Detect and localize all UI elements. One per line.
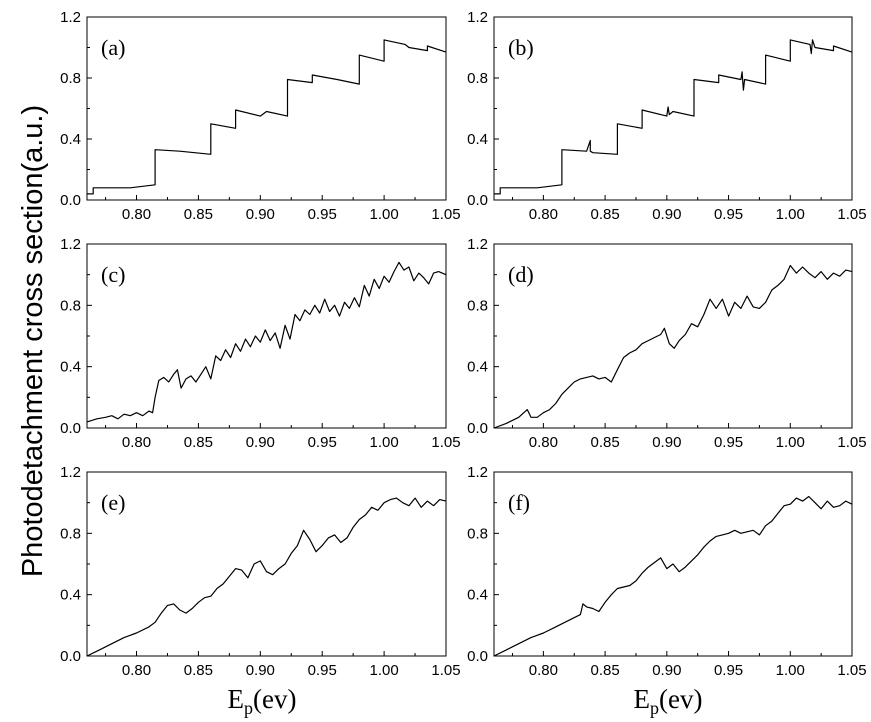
series-line xyxy=(493,495,853,657)
x-tick-label: 0.90 xyxy=(652,662,681,679)
x-tick-label: 0.80 xyxy=(529,662,558,679)
y-tick-label: 0.0 xyxy=(60,420,81,437)
x-tick-label: 1.05 xyxy=(837,662,866,679)
panel-e: 0.80 0.85 0.90 0.95 1.00 1.05 0.0 0.4 0.8 1.2 (e) xyxy=(60,464,460,679)
x-tick-label: 0.85 xyxy=(184,206,213,223)
x-tick-label: 1.00 xyxy=(370,662,399,679)
series-line xyxy=(87,39,447,195)
y-tick-label: 0.0 xyxy=(60,192,81,209)
y-tick-label: 0.8 xyxy=(60,525,81,542)
panel-label: (c) xyxy=(101,262,125,287)
y-tick-label: 1.2 xyxy=(60,464,81,481)
x-tick-label: 1.05 xyxy=(837,434,866,451)
y-tick-label: 0.4 xyxy=(60,587,81,604)
y-tick-label: 1.2 xyxy=(467,236,488,253)
x-tick-label: 0.95 xyxy=(308,662,337,679)
panel-label: (e) xyxy=(101,490,125,515)
series-line xyxy=(86,497,447,657)
panel-label: (b) xyxy=(508,35,534,60)
panel-label: (a) xyxy=(101,35,125,60)
x-axis-label-right: Ep(ev) xyxy=(634,684,703,718)
y-tick-label: 0.0 xyxy=(467,420,488,437)
panel-label: (f) xyxy=(508,490,530,515)
y-tick-label: 0.4 xyxy=(60,131,81,148)
y-tick-label: 0.8 xyxy=(60,297,81,314)
y-tick-label: 1.2 xyxy=(60,9,81,26)
series-line xyxy=(494,39,853,195)
y-tick-label: 0.0 xyxy=(467,192,488,209)
plot-frame xyxy=(86,16,447,201)
x-tick-label: 0.85 xyxy=(184,434,213,451)
chart-panels: 0.80 0.85 0.90 0.95 1.00 1.050.00.40.81.2(a)0… xyxy=(60,9,866,679)
y-tick-label: 0.8 xyxy=(60,70,81,87)
x-tick-label: 1.05 xyxy=(431,662,460,679)
x-tick-label: 0.85 xyxy=(591,434,620,451)
x-tick-label: 0.90 xyxy=(246,206,275,223)
x-tick-label: 0.95 xyxy=(714,434,743,451)
x-tick-label: 1.05 xyxy=(837,206,866,223)
panel-label: (d) xyxy=(508,262,534,287)
panel-d: 0.80 0.85 0.90 0.95 1.00 1.05 0.0 0.4 0.8 1.2 (d) xyxy=(467,236,866,451)
y-tick-label: 0.4 xyxy=(60,359,81,376)
x-tick-label: 0.95 xyxy=(714,206,743,223)
y-tick-label: 0.8 xyxy=(467,297,488,314)
x-tick-label: 1.00 xyxy=(370,206,399,223)
y-tick-label: 1.2 xyxy=(60,236,81,253)
y-tick-label: 1.2 xyxy=(467,9,488,26)
y-tick-label: 0.4 xyxy=(467,131,488,148)
x-axis-label-left: Ep(ev) xyxy=(228,684,297,718)
x-tick-label: 0.85 xyxy=(591,206,620,223)
x-tick-label: 0.90 xyxy=(652,434,681,451)
x-tick-label: 1.05 xyxy=(431,434,460,451)
plot-frame xyxy=(86,243,447,429)
x-tick-label: 1.00 xyxy=(776,206,805,223)
x-tick-label: 1.00 xyxy=(370,434,399,451)
x-tick-label: 0.80 xyxy=(529,206,558,223)
y-axis-label: Photodetachment cross section(a.u.) xyxy=(17,105,49,577)
series-line xyxy=(86,261,447,423)
panel-f: 0.80 0.85 0.90 0.95 1.00 1.05 0.0 0.4 0.8 1.2 (f) xyxy=(467,464,866,679)
series-line xyxy=(493,264,853,429)
y-tick-label: 0.0 xyxy=(467,648,488,665)
x-tick-label: 0.95 xyxy=(308,434,337,451)
x-tick-label: 0.80 xyxy=(122,206,151,223)
y-tick-label: 0.0 xyxy=(60,648,81,665)
x-tick-label: 1.00 xyxy=(776,662,805,679)
y-tick-label: 0.4 xyxy=(467,359,488,376)
x-tick-label: 0.80 xyxy=(529,434,558,451)
x-tick-label: 0.95 xyxy=(714,662,743,679)
x-tick-label: 0.90 xyxy=(246,662,275,679)
y-tick-label: 0.8 xyxy=(467,525,488,542)
x-tick-label: 0.85 xyxy=(184,662,213,679)
x-tick-label: 0.80 xyxy=(122,662,151,679)
x-tick-label: 0.90 xyxy=(246,434,275,451)
x-tick-label: 0.95 xyxy=(308,206,337,223)
x-tick-label: 0.80 xyxy=(122,434,151,451)
panel-a: 0.80 0.85 0.90 0.95 1.00 1.05 0.0 0.4 0.8 1.2 (a) xyxy=(60,9,460,223)
panel-b: 0.80 0.85 0.90 0.95 1.00 1.05 0.0 0.4 0.8 1.2 (b) xyxy=(467,9,866,223)
x-tick-label: 1.05 xyxy=(431,206,460,223)
plot-frame xyxy=(493,16,853,201)
y-tick-label: 0.8 xyxy=(467,70,488,87)
panel-c: 0.80 0.85 0.90 0.95 1.00 1.05 0.0 0.4 0.8 1.2 (c) xyxy=(60,236,460,451)
x-tick-label: 0.85 xyxy=(591,662,620,679)
x-tick-label: 1.00 xyxy=(776,434,805,451)
y-tick-label: 0.4 xyxy=(467,587,488,604)
x-tick-label: 0.90 xyxy=(652,206,681,223)
y-tick-label: 1.2 xyxy=(467,464,488,481)
